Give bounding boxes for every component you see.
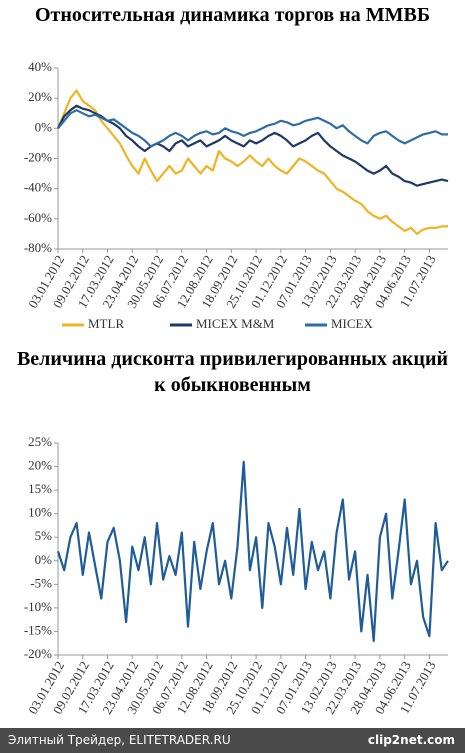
watermark: clip2net.com bbox=[367, 733, 455, 747]
y-tick-label: 10% bbox=[28, 505, 52, 520]
y-tick-label: 0% bbox=[35, 552, 53, 567]
line bbox=[57, 109, 448, 148]
y-tick-label: -10% bbox=[24, 599, 52, 614]
y-tick-label: 5% bbox=[35, 528, 53, 543]
y-tick-label: 40% bbox=[28, 59, 52, 74]
y-tick-label: -5% bbox=[30, 575, 52, 590]
y-tick-label: 20% bbox=[28, 458, 52, 473]
y-tick-label: -80% bbox=[24, 240, 52, 255]
y-tick-label: -15% bbox=[24, 622, 52, 637]
footer: Элитный Трейдер, ELITETRADER.RU clip2net… bbox=[0, 728, 465, 753]
source: Элитный Трейдер, ELITETRADER.RU bbox=[8, 733, 231, 747]
legend-label: MICEX bbox=[331, 316, 374, 331]
legend-label: MICEX M&M bbox=[196, 316, 275, 331]
chart-title: Относительная динамика торгов на ММВБ bbox=[34, 4, 431, 26]
y-tick-label: 0% bbox=[35, 119, 53, 134]
line bbox=[57, 104, 449, 187]
line bbox=[56, 460, 449, 642]
legend-label: MTLR bbox=[88, 316, 124, 331]
y-tick-label: 25% bbox=[28, 434, 52, 449]
y-tick-label: -20% bbox=[24, 149, 52, 164]
chart-title: Величина дисконта привилегированных акци… bbox=[16, 348, 449, 396]
chart: -80%-60%-40%-20%0%20%40%03.01.201209.02.… bbox=[24, 59, 449, 717]
line bbox=[56, 89, 448, 235]
y-tick-label: -20% bbox=[24, 646, 52, 661]
y-tick-label: -60% bbox=[24, 210, 52, 225]
y-tick-label: 15% bbox=[28, 481, 52, 496]
y-tick-label: -40% bbox=[24, 180, 52, 195]
y-tick-label: 20% bbox=[28, 89, 52, 104]
